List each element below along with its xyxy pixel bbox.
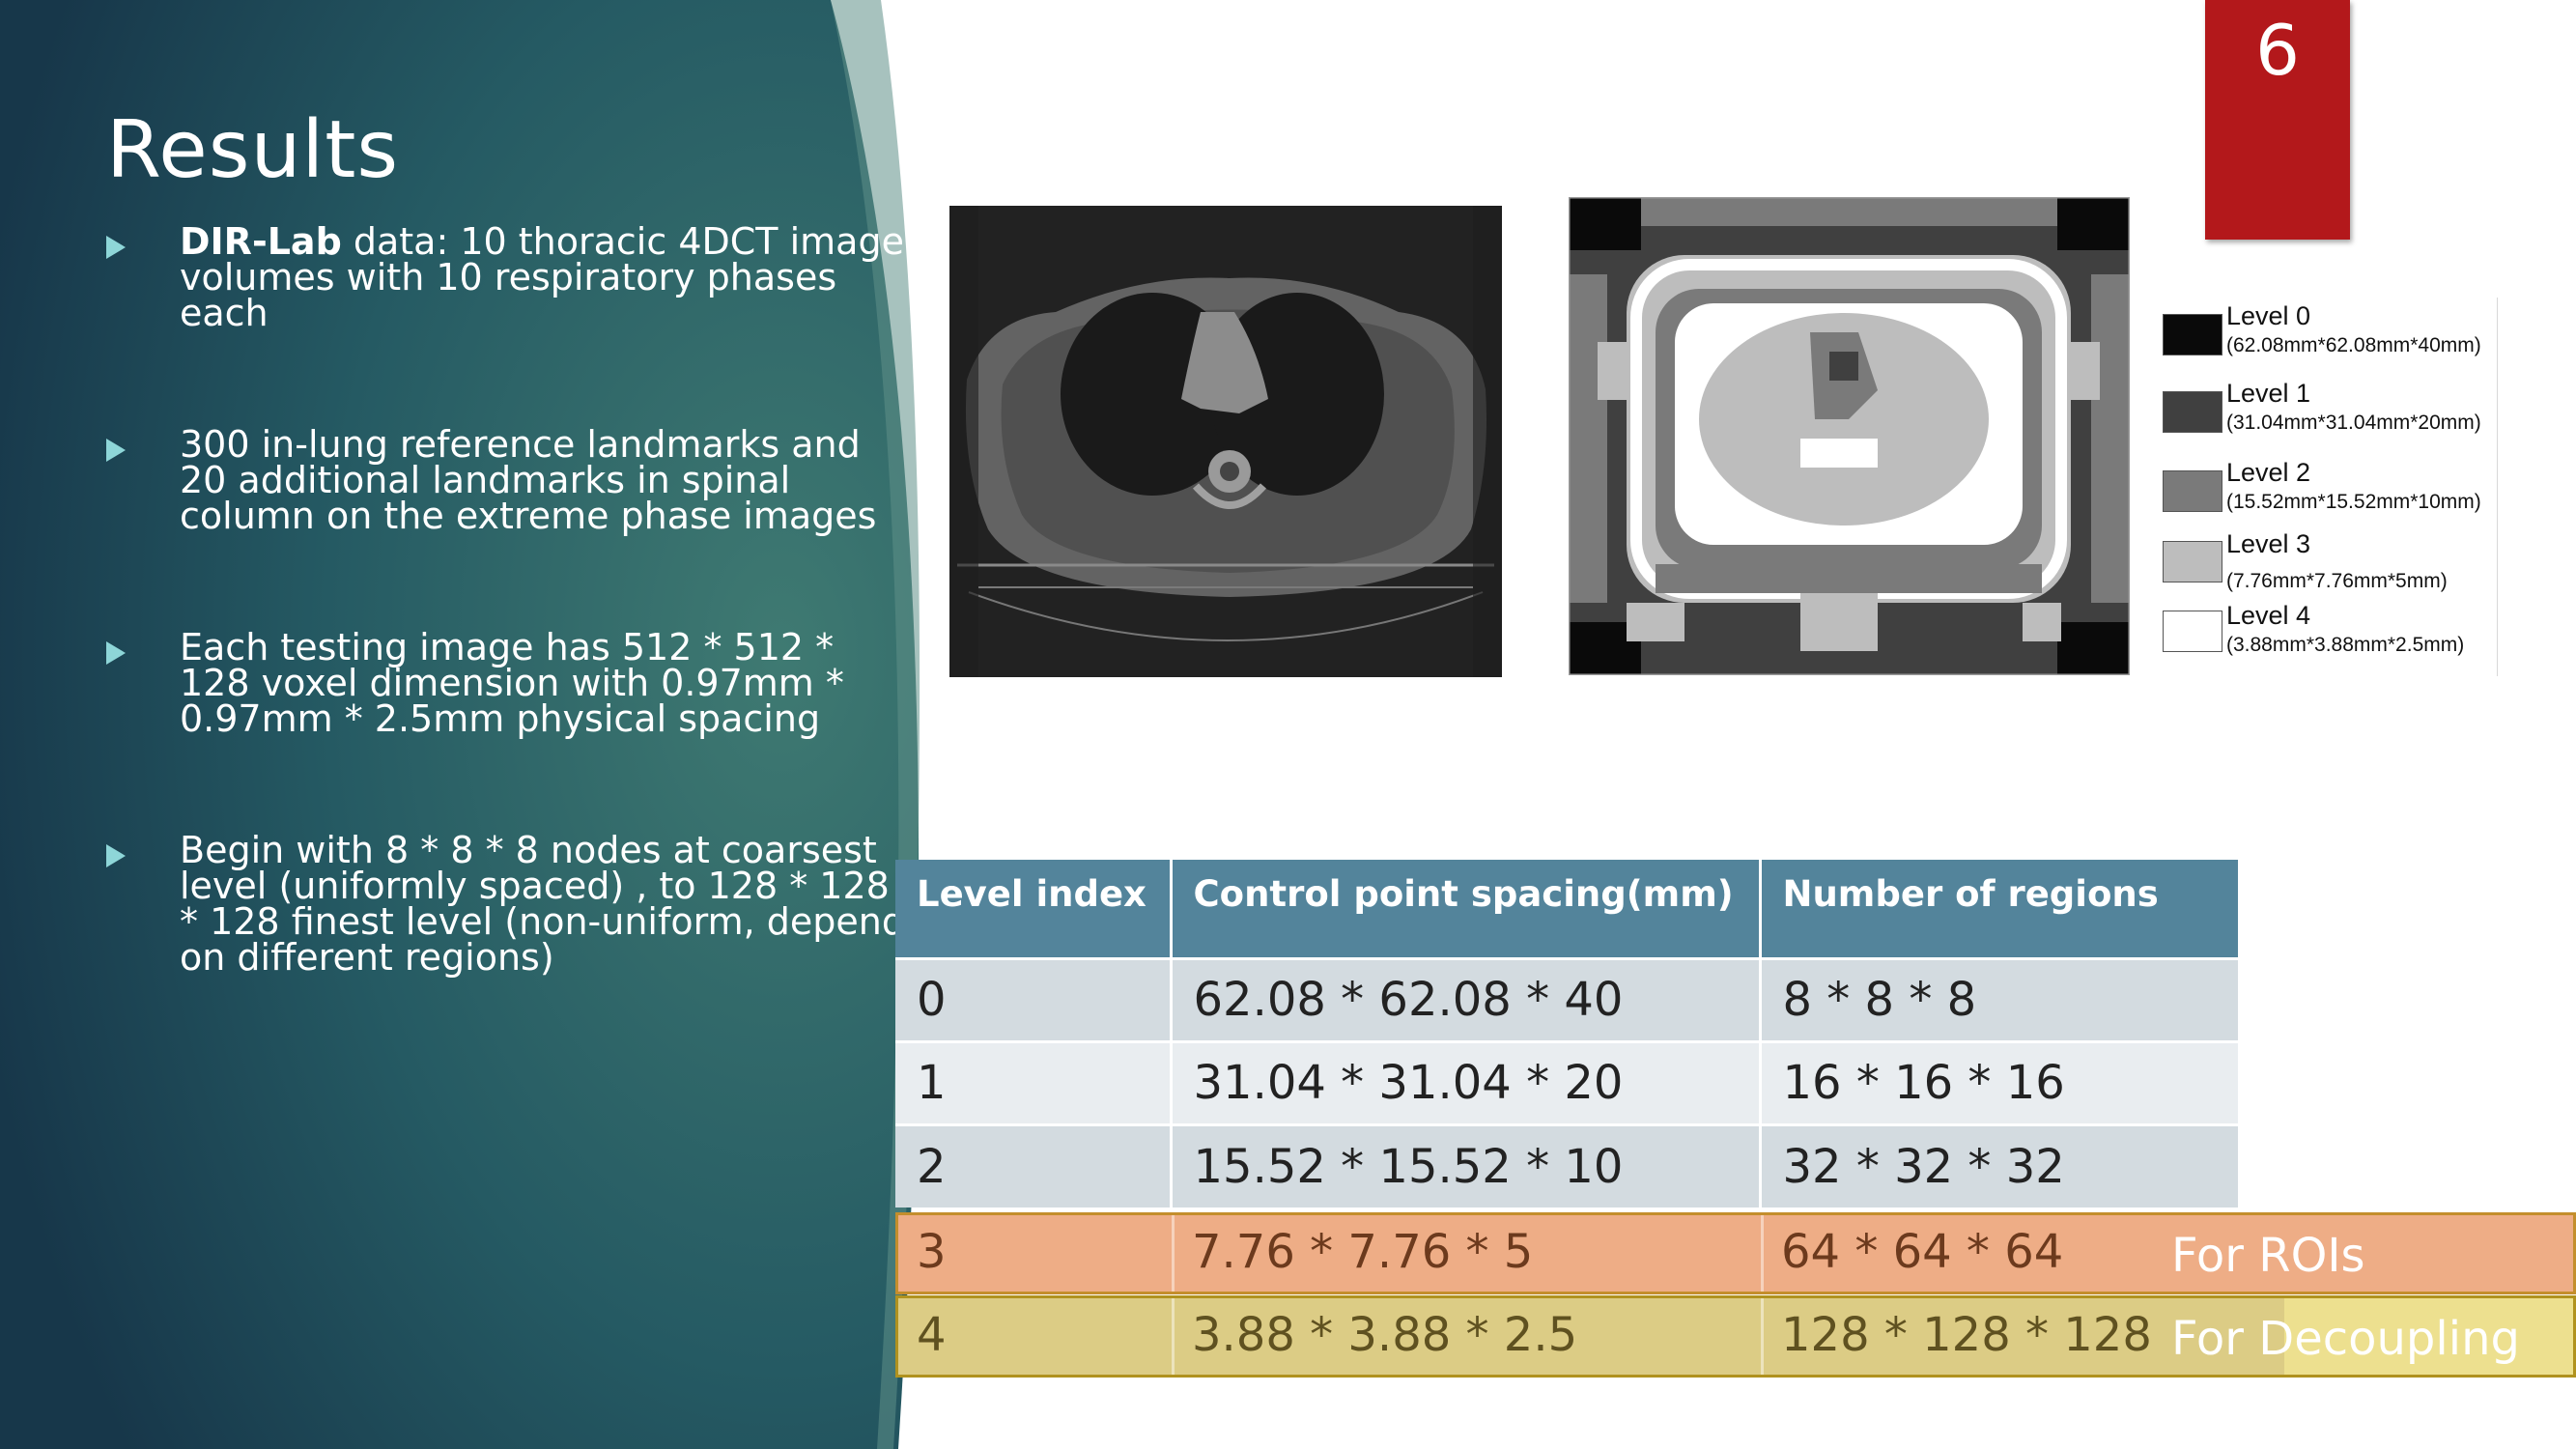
bullet-text: Each testing image has 512 * 512 * 128 v… — [180, 626, 844, 740]
bullet-text: data: 10 thoracic 4DCT image volumes wit… — [180, 220, 904, 334]
table-cell: 0 — [895, 956, 1171, 1041]
triangle-bullet-icon — [106, 844, 126, 867]
bullet-item: DIR-Lab data: 10 thoracic 4DCT image vol… — [106, 223, 908, 331]
table-header-row: Level index Control point spacing(mm) Nu… — [895, 860, 2238, 958]
roi-highlight-row: 3 7.76 * 7.76 * 5 64 * 64 * 64 For ROIs — [895, 1212, 2576, 1294]
legend-name: Level 1 — [2226, 379, 2311, 408]
levels-table: Level index Control point spacing(mm) Nu… — [895, 860, 2238, 1208]
legend-size: (62.08mm*62.08mm*40mm) — [2226, 334, 2481, 356]
bullet-item: Begin with 8 * 8 * 8 nodes at coarsest l… — [106, 832, 908, 976]
table-row: 2 15.52 * 15.52 * 10 32 * 32 * 32 — [895, 1122, 2238, 1208]
triangle-bullet-icon — [106, 641, 126, 665]
bullet-list: DIR-Lab data: 10 thoracic 4DCT image vol… — [106, 223, 908, 1071]
cell-divider — [1172, 1215, 1175, 1292]
level-legend: Level 0 (62.08mm*62.08mm*40mm) Level 1 (… — [2159, 298, 2498, 676]
grid-level-map-image — [1569, 197, 2130, 675]
legend-swatch — [2163, 470, 2222, 512]
table-cell: 4 — [917, 1308, 947, 1362]
legend-swatch — [2163, 541, 2222, 582]
table-header-cell: Level index — [895, 860, 1171, 958]
legend-swatch — [2163, 314, 2222, 355]
table-cell: 15.52 * 15.52 * 10 — [1169, 1122, 1760, 1208]
table-header-cell: Number of regions — [1758, 860, 2238, 958]
legend-name: Level 2 — [2226, 458, 2311, 487]
bullet-text: 300 in-lung reference landmarks and 20 a… — [180, 423, 877, 537]
table-cell: 128 * 128 * 128 — [1781, 1308, 2152, 1362]
table-cell: 3.88 * 3.88 * 2.5 — [1192, 1308, 1578, 1362]
cell-divider — [1172, 1298, 1175, 1375]
bullet-item: Each testing image has 512 * 512 * 128 v… — [106, 629, 908, 737]
cell-divider — [1761, 1215, 1764, 1292]
table-cell: 64 * 64 * 64 — [1781, 1225, 2064, 1279]
bullet-bold: DIR-Lab — [180, 220, 342, 263]
table-row: 0 62.08 * 62.08 * 40 8 * 8 * 8 — [895, 956, 2238, 1041]
table-header-cell: Control point spacing(mm) — [1169, 860, 1760, 958]
legend-name: Level 3 — [2226, 529, 2311, 558]
triangle-bullet-icon — [106, 236, 126, 259]
legend-size: (31.04mm*31.04mm*20mm) — [2226, 412, 2481, 434]
legend-size: (3.88mm*3.88mm*2.5mm) — [2226, 634, 2465, 656]
ct-scan-image — [949, 206, 1502, 677]
slide-number: 6 — [2255, 10, 2300, 91]
legend-name: Level 4 — [2226, 601, 2311, 630]
table-cell: 3 — [917, 1225, 947, 1279]
bullet-text: Begin with 8 * 8 * 8 nodes at coarsest l… — [180, 829, 905, 979]
highlight-fade — [2284, 1298, 2573, 1375]
legend-swatch — [2163, 391, 2222, 433]
table-cell: 16 * 16 * 16 — [1758, 1039, 2238, 1124]
table-cell: 31.04 * 31.04 * 20 — [1169, 1039, 1760, 1124]
slide-number-badge: 6 — [2205, 0, 2350, 240]
cell-divider — [1761, 1298, 1764, 1375]
legend-name: Level 0 — [2226, 301, 2311, 330]
legend-size: (7.76mm*7.76mm*5mm) — [2226, 570, 2448, 592]
table-cell: 8 * 8 * 8 — [1758, 956, 2238, 1041]
legend-swatch — [2163, 611, 2222, 652]
table-cell: 62.08 * 62.08 * 40 — [1169, 956, 1760, 1041]
decoupling-highlight-row: 4 3.88 * 3.88 * 2.5 128 * 128 * 128 For … — [895, 1295, 2576, 1378]
table-cell: 2 — [895, 1122, 1171, 1208]
table-row: 1 31.04 * 31.04 * 20 16 * 16 * 16 — [895, 1039, 2238, 1124]
table-cell: 7.76 * 7.76 * 5 — [1192, 1225, 1534, 1279]
table-cell: 32 * 32 * 32 — [1758, 1122, 2238, 1208]
left-panel: Results DIR-Lab data: 10 thoracic 4DCT i… — [0, 0, 966, 1449]
slide-title: Results — [106, 104, 400, 196]
legend-size: (15.52mm*15.52mm*10mm) — [2226, 491, 2481, 513]
roi-annotation: For ROIs — [2171, 1229, 2365, 1283]
table-cell: 1 — [895, 1039, 1171, 1124]
bullet-item: 300 in-lung reference landmarks and 20 a… — [106, 426, 908, 534]
triangle-bullet-icon — [106, 439, 126, 462]
decoupling-annotation: For Decoupling — [2171, 1312, 2520, 1366]
